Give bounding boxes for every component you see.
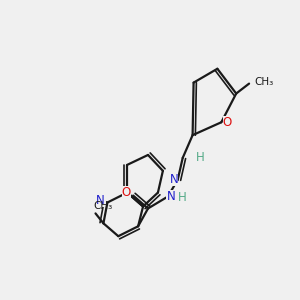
Text: O: O <box>122 186 131 199</box>
Text: CH₃: CH₃ <box>254 76 273 87</box>
Text: O: O <box>223 116 232 129</box>
Text: N: N <box>169 173 178 186</box>
Text: N: N <box>96 194 105 207</box>
Text: H: H <box>178 191 187 204</box>
Text: H: H <box>196 152 204 164</box>
Text: N: N <box>167 190 175 203</box>
Text: CH₃: CH₃ <box>94 202 113 212</box>
